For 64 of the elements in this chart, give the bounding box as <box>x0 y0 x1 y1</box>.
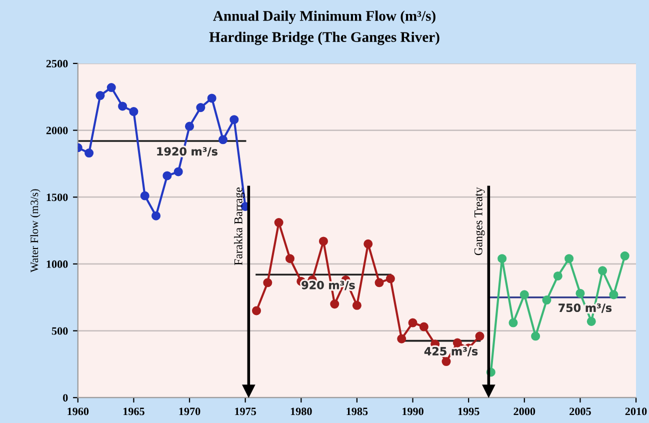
point <box>352 300 362 310</box>
x-tick-label: 1995 <box>458 408 480 416</box>
point <box>162 171 172 180</box>
point <box>230 115 239 124</box>
point <box>475 332 484 341</box>
chart-title: Annual Daily Minimum Flow (m³/s) <box>213 10 436 24</box>
x-tick-label: 1985 <box>346 408 368 416</box>
ref-line-label: Ganges Treaty <box>474 187 485 256</box>
x-tick-label: 2000 <box>514 408 536 416</box>
point <box>564 254 574 264</box>
point <box>531 332 540 341</box>
x-tick-label: 1970 <box>179 408 200 416</box>
point <box>374 278 384 288</box>
point <box>576 288 585 298</box>
chart-subtitle: Hardinge Bridge (The Ganges River) <box>209 32 440 46</box>
point <box>498 254 507 264</box>
point <box>129 107 138 116</box>
point <box>598 266 608 276</box>
x-tick-label: 1965 <box>123 408 144 416</box>
point <box>196 103 206 112</box>
point <box>442 357 451 366</box>
point <box>263 278 272 288</box>
point <box>84 148 94 158</box>
point <box>508 318 518 328</box>
point <box>174 167 183 176</box>
point <box>285 254 294 264</box>
point <box>96 91 105 100</box>
point <box>408 318 418 328</box>
point <box>609 290 618 300</box>
point <box>586 316 596 326</box>
point <box>218 135 228 144</box>
point <box>184 122 194 131</box>
point <box>386 274 395 284</box>
point <box>152 211 161 220</box>
point <box>553 271 562 280</box>
point <box>118 102 128 111</box>
point <box>252 306 261 316</box>
x-tick-label: 2005 <box>570 408 591 416</box>
y-tick-label: 1500 <box>46 194 68 202</box>
x-tick-label: 2010 <box>625 408 647 416</box>
x-tick-label: 1990 <box>402 408 424 416</box>
point <box>452 338 462 348</box>
point <box>364 239 373 248</box>
point <box>106 82 116 92</box>
x-tick-label: 1975 <box>235 408 256 416</box>
point <box>274 218 284 228</box>
x-tick-label: 1960 <box>68 408 89 416</box>
point <box>542 296 552 305</box>
point <box>520 290 529 300</box>
point <box>397 334 406 344</box>
y-axis-title: Water Flow (m3/s) <box>30 189 40 272</box>
point <box>330 300 340 309</box>
y-tick-label: 0 <box>63 394 68 402</box>
y-tick-label: 500 <box>52 327 68 335</box>
point <box>207 94 216 103</box>
point <box>419 322 428 332</box>
y-tick-label: 2500 <box>46 60 68 68</box>
point <box>318 236 328 246</box>
point <box>620 251 630 260</box>
ref-line-label: Farakka Barrage <box>234 188 245 266</box>
y-tick-label: 2000 <box>46 126 68 134</box>
x-tick-label: 1980 <box>290 408 312 416</box>
point <box>140 191 150 200</box>
y-tick-label: 1000 <box>46 260 68 268</box>
